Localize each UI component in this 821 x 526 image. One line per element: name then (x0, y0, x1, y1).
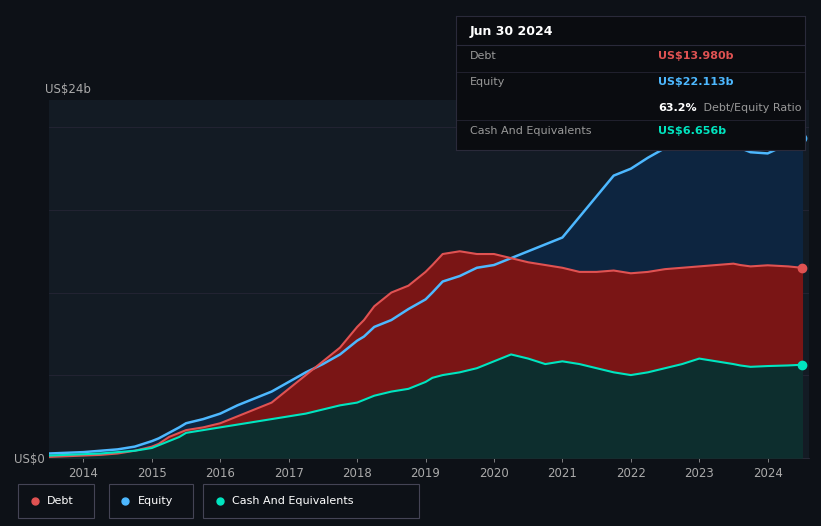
Text: US$22.113b: US$22.113b (658, 77, 733, 87)
Bar (204, 484, 419, 518)
Text: Debt/Equity Ratio: Debt/Equity Ratio (699, 103, 801, 113)
Text: US$6.656b: US$6.656b (658, 126, 726, 136)
Text: Cash And Equivalents: Cash And Equivalents (232, 496, 353, 506)
Text: Jun 30 2024: Jun 30 2024 (470, 25, 553, 38)
Bar (108, 484, 193, 518)
Text: 63.2%: 63.2% (658, 103, 697, 113)
Text: US$13.980b: US$13.980b (658, 50, 733, 60)
Text: US$24b: US$24b (45, 83, 91, 96)
Text: Equity: Equity (470, 77, 505, 87)
Text: Cash And Equivalents: Cash And Equivalents (470, 126, 591, 136)
Text: Equity: Equity (138, 496, 173, 506)
Bar (19, 484, 94, 518)
Text: Debt: Debt (48, 496, 74, 506)
Text: Debt: Debt (470, 50, 497, 60)
